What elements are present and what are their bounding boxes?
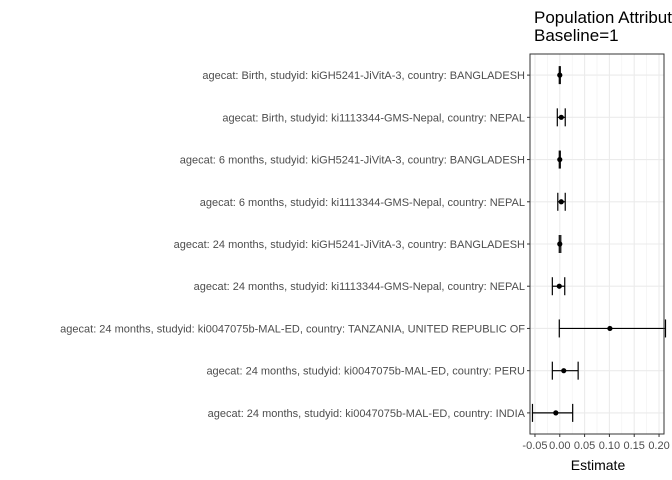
- y-tick-label: agecat: Birth, studyid: kiGH5241-JiVitA-…: [202, 70, 525, 82]
- x-tick-label: -0.05: [522, 440, 547, 452]
- estimate-point: [556, 283, 562, 289]
- y-tick-label: agecat: Birth, studyid: ki1113344-GMS-Ne…: [222, 112, 525, 124]
- estimate-point: [557, 156, 563, 163]
- plot-area: agecat: Birth, studyid: kiGH5241-JiVitA-…: [60, 53, 670, 452]
- x-tick-label: 0.15: [624, 440, 645, 452]
- estimate-point: [607, 325, 613, 332]
- estimate-point: [557, 241, 563, 247]
- x-axis-label: Estimate: [571, 457, 626, 473]
- y-tick-label: agecat: 24 months, studyid: ki0047075b-M…: [208, 408, 526, 420]
- estimate-point: [558, 114, 564, 120]
- estimate-point: [557, 72, 563, 78]
- estimate-point: [553, 410, 559, 416]
- x-tick-label: 0.10: [599, 440, 620, 452]
- estimate-point: [561, 368, 567, 374]
- estimate-point: [558, 199, 564, 205]
- x-tick-label: 0.20: [648, 440, 669, 452]
- y-tick-label: agecat: 24 months, studyid: ki0047075b-M…: [60, 323, 525, 335]
- x-tick-label: 0.05: [574, 440, 595, 452]
- x-tick-label: 0.00: [549, 440, 570, 452]
- y-tick-label: agecat: 24 months, studyid: kiGH5241-JiV…: [174, 239, 525, 251]
- y-tick-label: agecat: 24 months, studyid: ki1113344-GM…: [194, 281, 525, 293]
- y-tick-label: agecat: 6 months, studyid: kiGH5241-JiVi…: [180, 155, 525, 167]
- y-tick-label: agecat: 6 months, studyid: ki1113344-GMS…: [200, 197, 525, 209]
- chart-title-line-2: Baseline=1: [534, 26, 619, 45]
- y-tick-label: agecat: 24 months, studyid: ki0047075b-M…: [206, 366, 525, 378]
- chart-title-line-1: Population Attributable Fraction: [534, 8, 672, 27]
